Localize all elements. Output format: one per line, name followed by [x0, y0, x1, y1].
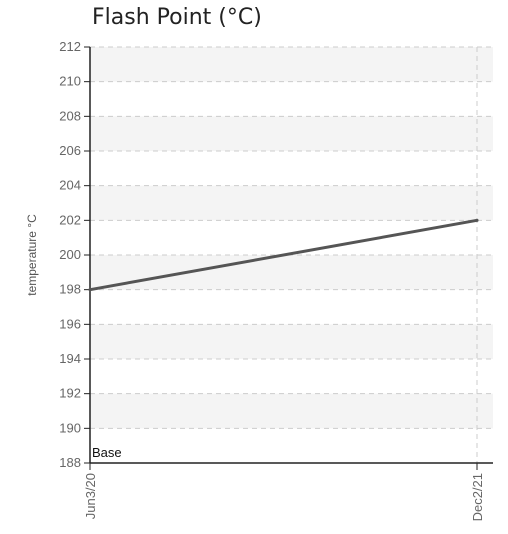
x-tick-label: Dec2/21: [470, 473, 485, 521]
grid-band: [90, 324, 493, 359]
y-tick-label: 210: [59, 74, 81, 89]
x-tick-label: Jun3/20: [83, 473, 98, 519]
y-tick-label: 190: [59, 420, 81, 435]
data-point: [89, 288, 92, 291]
y-tick-label: 198: [59, 282, 81, 297]
y-tick-label: 204: [59, 178, 81, 193]
grid-band: [90, 255, 493, 290]
grid-band: [90, 116, 493, 151]
y-tick-label: 202: [59, 212, 81, 227]
y-tick-label: 196: [59, 316, 81, 331]
grid-band: [90, 186, 493, 221]
y-tick-label: 206: [59, 143, 81, 158]
y-tick-label: 208: [59, 108, 81, 123]
grid-band: [90, 47, 493, 82]
grid-band: [90, 394, 493, 429]
data-point: [476, 219, 479, 222]
y-tick-label: 212: [59, 39, 81, 54]
annotation-label: Base: [92, 445, 122, 460]
y-axis-label: temperature °C: [25, 214, 39, 296]
y-tick-label: 200: [59, 247, 81, 262]
y-tick-label: 188: [59, 455, 81, 470]
y-tick-label: 192: [59, 386, 81, 401]
y-tick-label: 194: [59, 351, 81, 366]
